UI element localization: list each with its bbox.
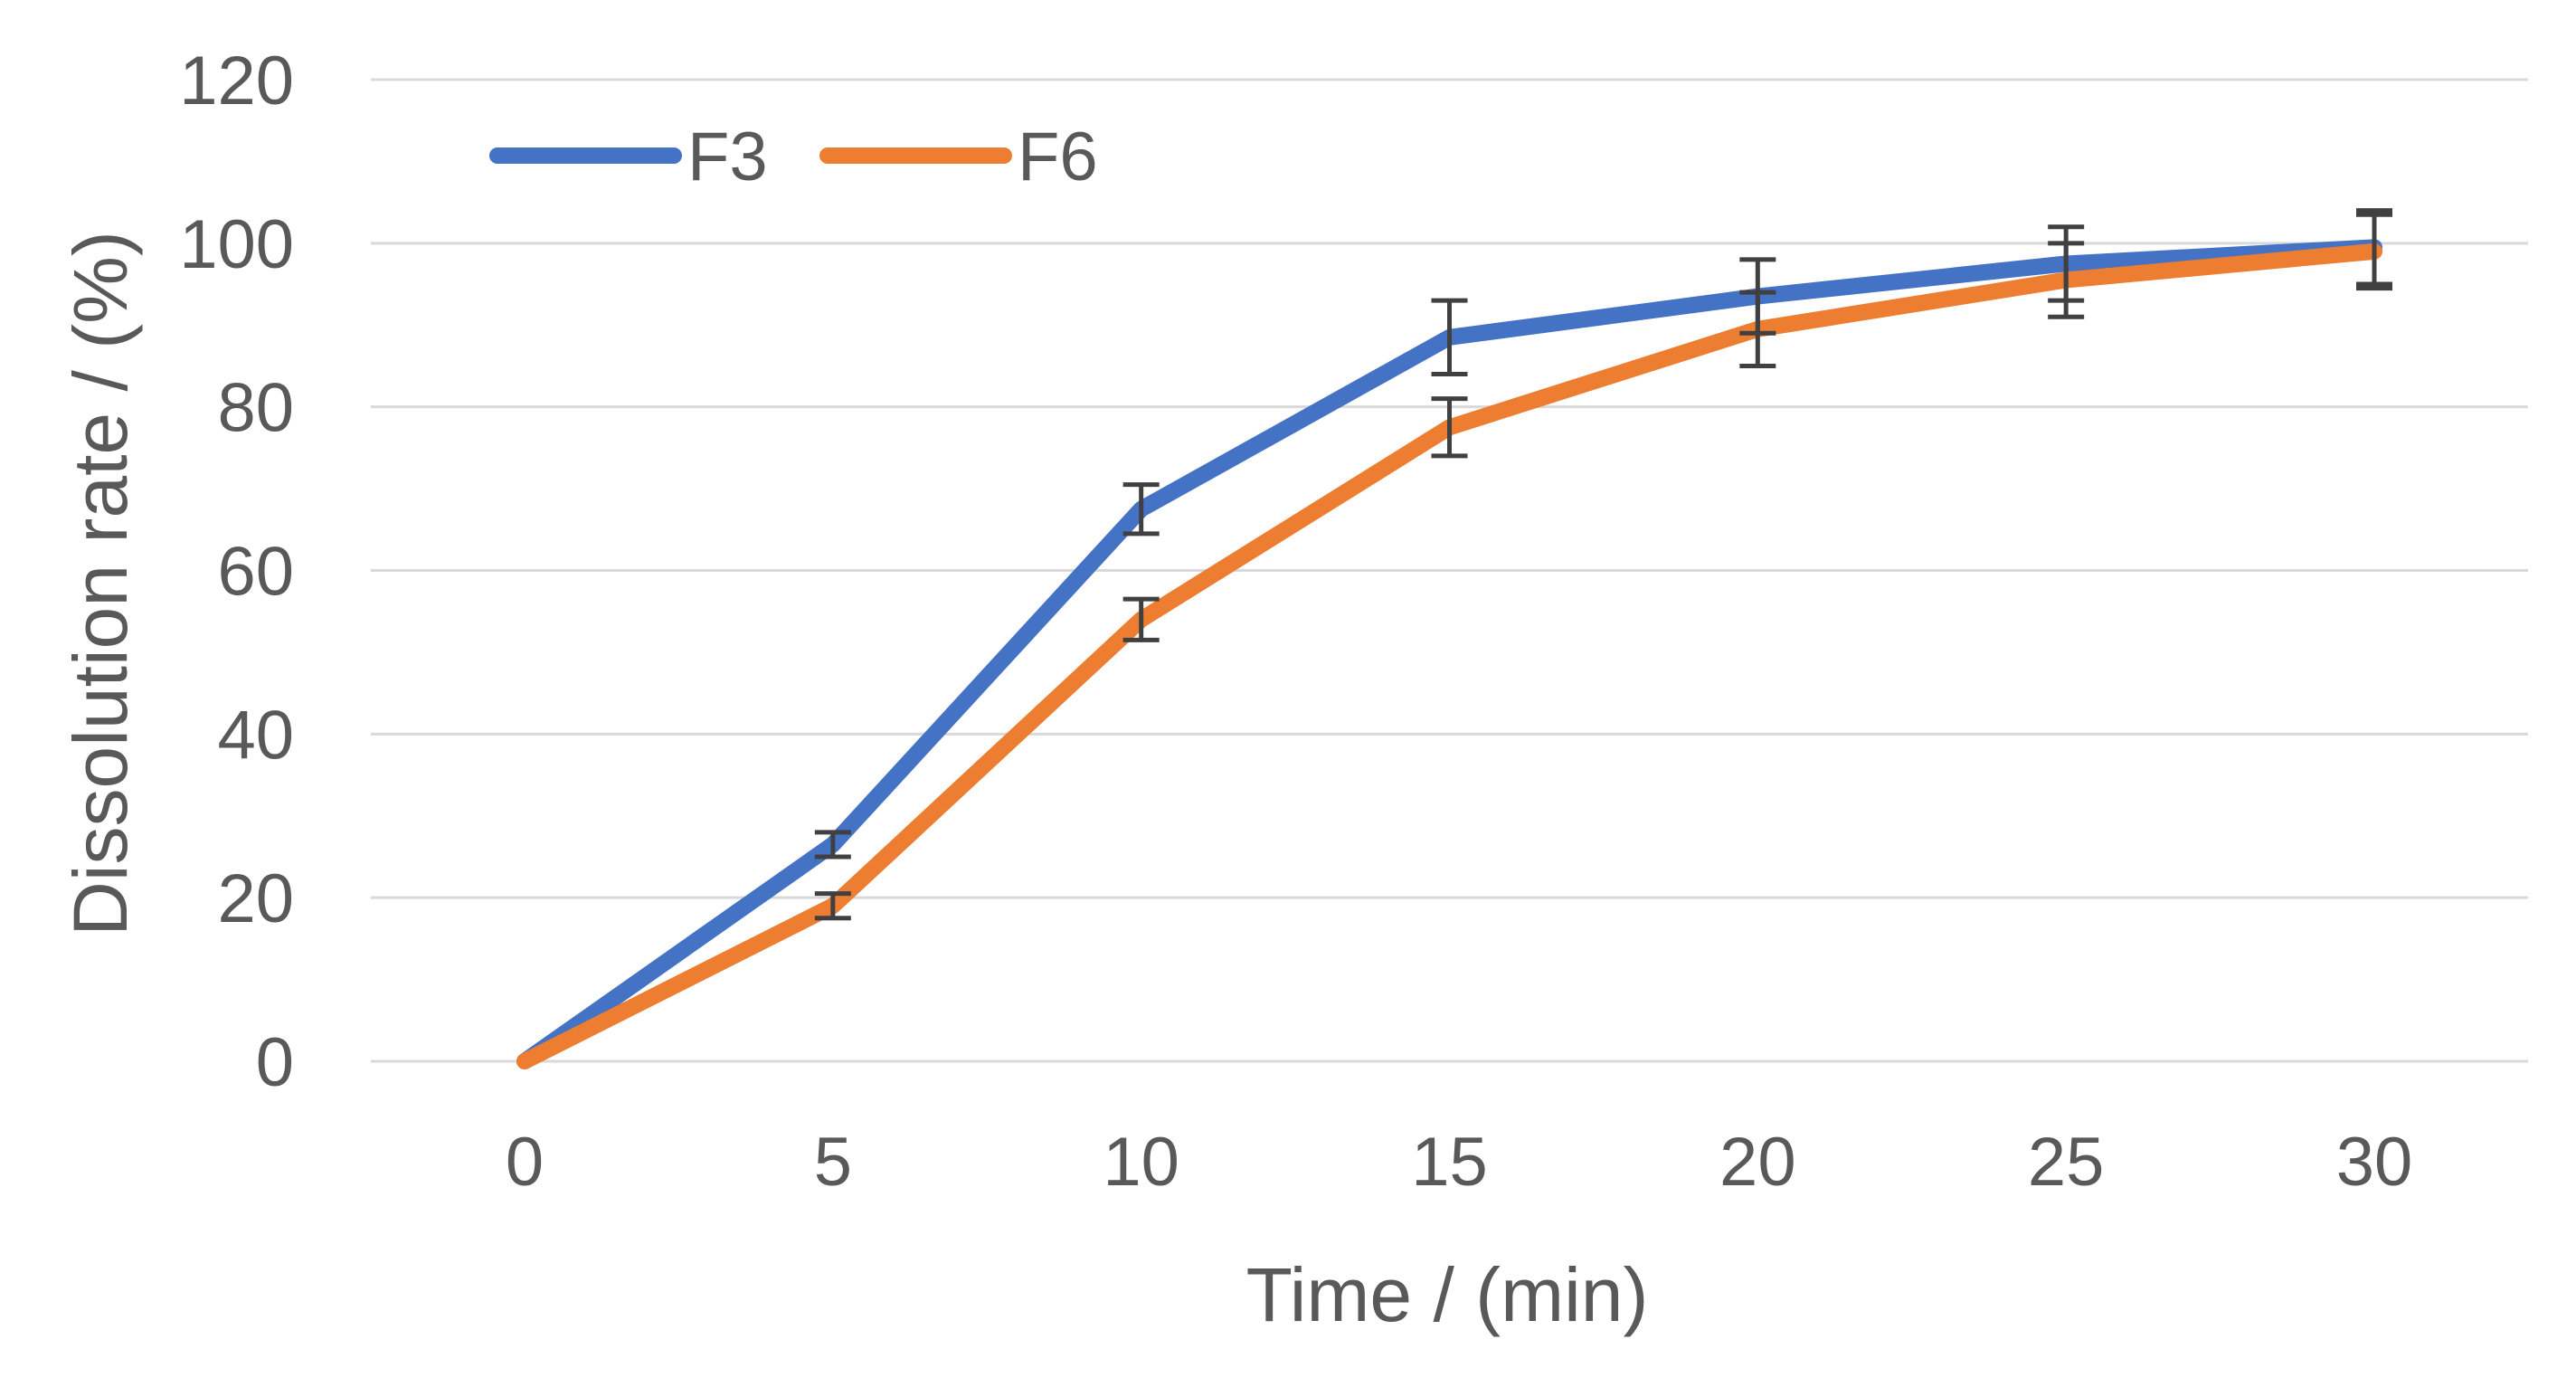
x-axis-tick-labels: 0 5 10 15 20 25 30 (506, 1124, 2412, 1201)
legend: F3 F6 (489, 119, 1098, 195)
y-tick-label: 0 (256, 1024, 294, 1101)
y-tick-label: 120 (179, 43, 294, 119)
x-tick-label: 30 (2336, 1124, 2413, 1201)
y-axis-title: Dissolution rate / (%) (58, 231, 143, 936)
legend-label-f6: F6 (1018, 119, 1098, 195)
error-bar-f6 (1122, 596, 1160, 642)
error-bar-f3 (1122, 482, 1160, 537)
error-bars (814, 208, 2392, 921)
legend-label-f3: F3 (687, 119, 768, 195)
y-tick-label: 80 (217, 370, 294, 447)
y-axis-tick-labels: 0 20 40 60 80 100 120 (179, 43, 294, 1101)
x-tick-label: 15 (1411, 1124, 1488, 1201)
x-tick-label: 20 (1719, 1124, 1796, 1201)
y-tick-label: 20 (217, 860, 294, 937)
x-axis-title: Time / (min) (1246, 1252, 1649, 1337)
y-tick-label: 40 (217, 697, 294, 774)
x-tick-label: 0 (506, 1124, 544, 1201)
error-bar-f3 (814, 830, 851, 860)
error-bar-f6 (2048, 241, 2085, 319)
error-bar-f6 (1431, 396, 1468, 459)
x-tick-label: 25 (2028, 1124, 2105, 1201)
y-tick-label: 60 (217, 534, 294, 611)
error-bar-f6 (1739, 290, 1776, 368)
y-tick-label: 100 (179, 206, 294, 283)
error-bar-f6 (814, 891, 851, 921)
x-tick-label: 10 (1103, 1124, 1179, 1201)
error-bar-f3 (1431, 298, 1468, 376)
gridlines (371, 78, 2528, 1063)
error-bar-f6 (2356, 212, 2392, 291)
x-tick-label: 5 (814, 1124, 852, 1201)
